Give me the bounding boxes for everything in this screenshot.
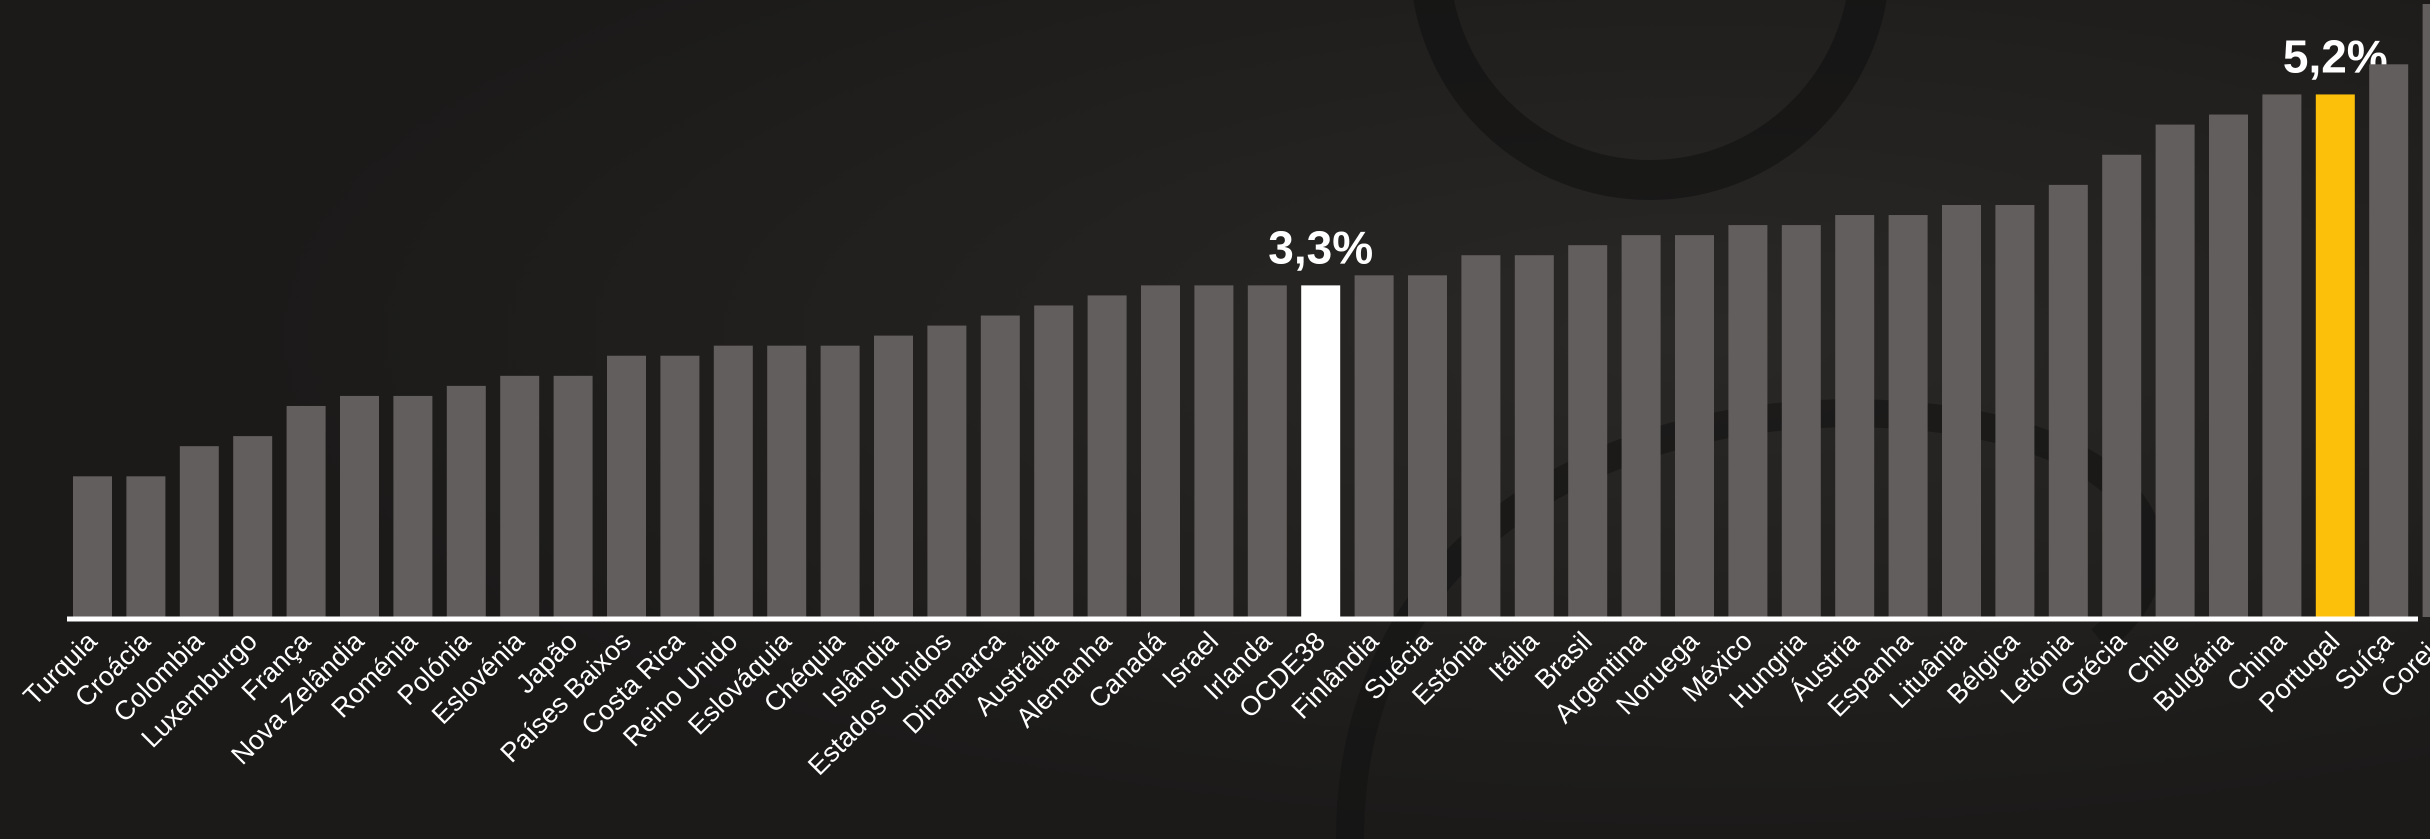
bar bbox=[1782, 225, 1821, 617]
bar bbox=[554, 376, 593, 617]
bar bbox=[767, 346, 806, 617]
bar bbox=[340, 396, 379, 617]
bar bbox=[2209, 115, 2248, 617]
bar bbox=[1141, 285, 1180, 617]
bar bbox=[500, 376, 539, 617]
bar bbox=[1461, 255, 1500, 617]
bar bbox=[660, 356, 699, 617]
bar bbox=[1248, 285, 1287, 617]
bar bbox=[821, 346, 860, 617]
bar bbox=[927, 326, 966, 617]
bar bbox=[393, 396, 432, 617]
bar bbox=[607, 356, 646, 617]
bar bbox=[1675, 235, 1714, 617]
bar bbox=[2262, 94, 2301, 617]
bar bbox=[1995, 205, 2034, 617]
bar bbox=[1408, 275, 1447, 617]
chart: TurquiaCroáciaColombiaLuxemburgoFrançaNo… bbox=[0, 0, 2430, 839]
bar bbox=[1568, 245, 1607, 617]
bar bbox=[2049, 185, 2088, 617]
bar bbox=[180, 446, 219, 617]
bar bbox=[714, 346, 753, 617]
bar bbox=[126, 476, 165, 617]
value-label: 3,3% bbox=[1268, 221, 1373, 273]
bar bbox=[1728, 225, 1767, 617]
bar bbox=[1622, 235, 1661, 617]
bar bbox=[2316, 94, 2355, 617]
bar bbox=[2423, 4, 2430, 617]
bar bbox=[1088, 295, 1127, 617]
bar bbox=[1835, 215, 1874, 617]
bar bbox=[447, 386, 486, 617]
bar bbox=[981, 316, 1020, 617]
bar bbox=[1194, 285, 1233, 617]
bar bbox=[287, 406, 326, 617]
bar bbox=[2369, 64, 2408, 617]
bar bbox=[233, 436, 272, 617]
bar bbox=[874, 336, 913, 617]
bar bbox=[1034, 305, 1073, 617]
bar bbox=[2156, 125, 2195, 617]
bar bbox=[2102, 155, 2141, 617]
bar bbox=[1355, 275, 1394, 617]
bar bbox=[1889, 215, 1928, 617]
bar bbox=[73, 476, 112, 617]
bar bbox=[1942, 205, 1981, 617]
bar bbox=[1301, 285, 1340, 617]
bar bbox=[1515, 255, 1554, 617]
